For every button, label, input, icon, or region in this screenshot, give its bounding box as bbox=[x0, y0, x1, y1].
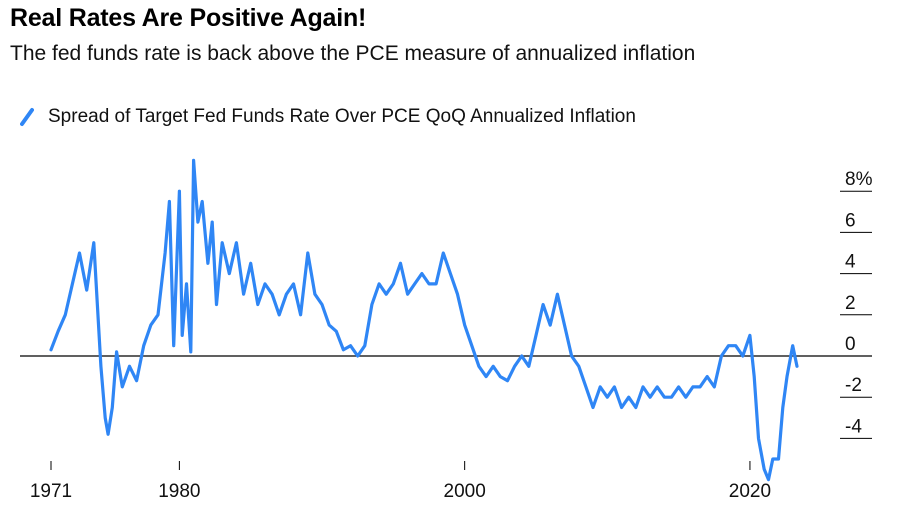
chart-title: Real Rates Are Positive Again! bbox=[10, 4, 367, 32]
x-tick-label: 1980 bbox=[158, 481, 200, 502]
chart-subtitle: The fed funds rate is back above the PCE… bbox=[10, 42, 696, 65]
legend-label: Spread of Target Fed Funds Rate Over PCE… bbox=[48, 106, 636, 127]
x-tick-label: 1971 bbox=[30, 481, 72, 502]
y-tick-label: 4 bbox=[845, 252, 856, 273]
y-tick-label: 2 bbox=[845, 293, 856, 314]
y-tick-label: -2 bbox=[845, 375, 862, 396]
y-tick-label: -4 bbox=[845, 416, 862, 437]
y-tick-label: 6 bbox=[845, 210, 856, 231]
x-axis-ticks: 1971 1980 2000 2020 bbox=[30, 461, 771, 502]
x-tick-label: 2000 bbox=[444, 481, 486, 502]
legend-swatch-icon bbox=[20, 108, 34, 126]
y-axis-ticks: 8% 6 4 2 0 -2 -4 bbox=[840, 169, 873, 439]
series-line bbox=[49, 158, 799, 482]
y-tick-label: 8% bbox=[845, 169, 873, 190]
legend: Spread of Target Fed Funds Rate Over PCE… bbox=[20, 106, 636, 128]
x-tick-label: 2020 bbox=[729, 481, 771, 502]
y-tick-label: 0 bbox=[845, 334, 856, 355]
